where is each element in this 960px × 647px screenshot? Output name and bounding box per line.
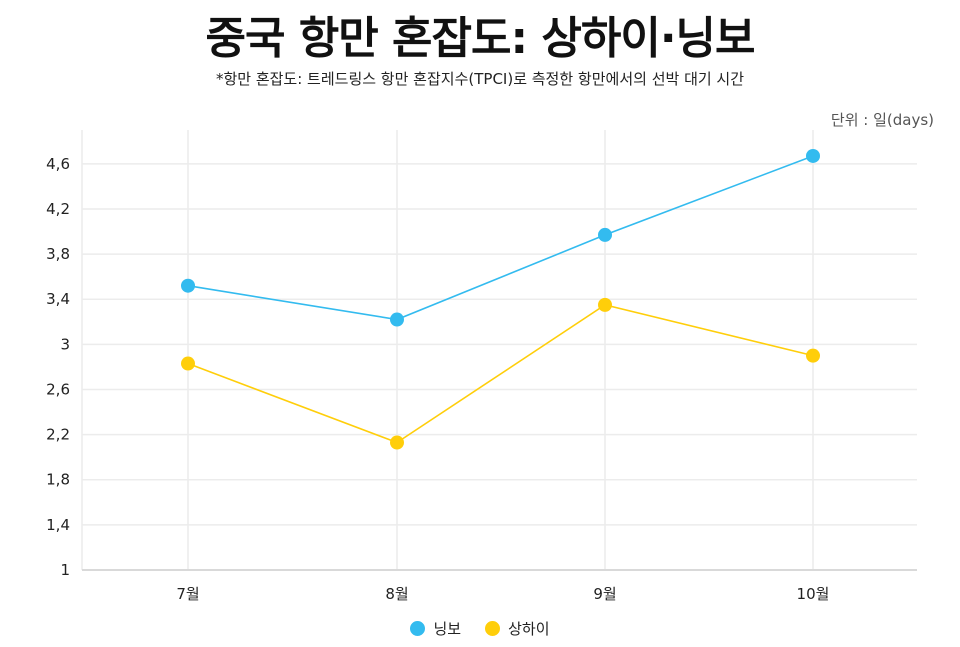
unit-label: 단위 : 일(days) (830, 111, 934, 129)
series-line (187, 155, 814, 321)
y-tick-label: 1,8 (46, 471, 70, 489)
legend: 닝보 상하이 (0, 618, 960, 639)
data-point (390, 435, 404, 450)
y-tick-label: 4,6 (46, 155, 70, 173)
data-point (390, 312, 404, 327)
legend-swatch-shanghai (485, 621, 501, 636)
y-tick-label: 3,4 (46, 290, 70, 308)
data-point (806, 148, 820, 163)
chart-subtitle: *항만 혼잡도: 트레드링스 항만 혼잡지수(TPCI)로 측정한 항만에서의 … (215, 70, 745, 88)
chart-title: 중국 항만 혼잡도: 상하이·닝보 (205, 13, 755, 64)
data-point (598, 297, 612, 312)
legend-label-shanghai: 상하이 (508, 620, 550, 638)
legend-swatch-ningbo (410, 621, 426, 636)
x-tick-label: 9월 (593, 585, 616, 603)
y-tick-label: 1 (60, 561, 70, 579)
data-point (598, 227, 612, 242)
y-tick-label: 1,4 (46, 516, 70, 534)
data-point (181, 356, 195, 371)
y-tick-label: 4,2 (46, 200, 70, 218)
series-line (187, 304, 814, 444)
y-tick-label: 3 (60, 335, 70, 353)
x-tick-label: 7월 (176, 585, 199, 603)
x-tick-label: 10월 (797, 585, 830, 603)
y-tick-label: 2,6 (46, 380, 70, 398)
legend-label-ningbo: 닝보 (433, 620, 462, 638)
data-point (181, 278, 195, 293)
data-point (806, 348, 820, 363)
y-tick-label: 3,8 (46, 245, 70, 263)
legend-item-shanghai: 상하이 (485, 618, 550, 639)
legend-item-ningbo: 닝보 (410, 618, 461, 639)
x-tick-label: 8월 (385, 585, 408, 603)
y-tick-label: 2,2 (46, 426, 70, 444)
